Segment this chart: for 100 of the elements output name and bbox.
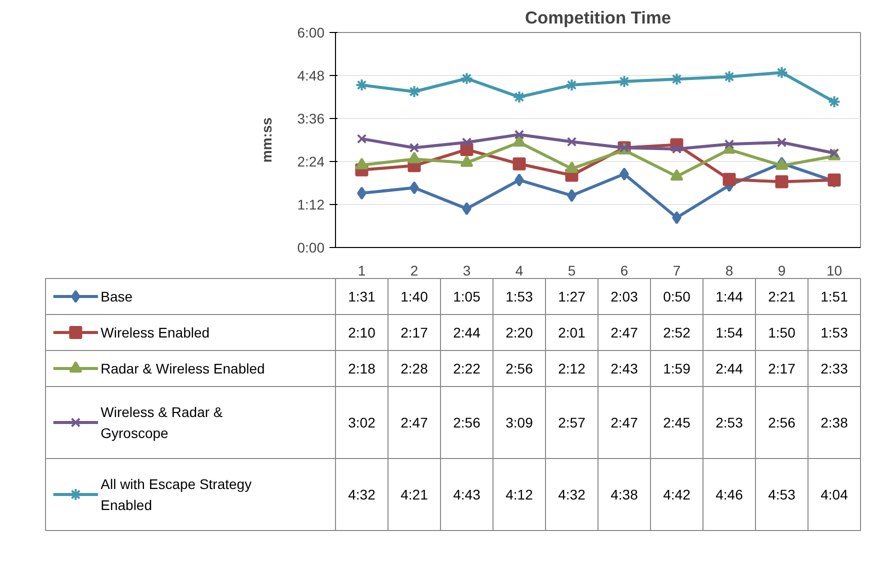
point	[355, 78, 368, 92]
point	[512, 157, 526, 170]
data-label: 2:10	[348, 324, 376, 340]
x-tick-label: 3	[462, 262, 471, 278]
data-label: 1:59	[663, 360, 691, 376]
point	[828, 95, 841, 108]
data-label: 1:54	[716, 324, 744, 340]
y-axis-title: mm:ss	[258, 117, 274, 163]
point	[565, 78, 578, 92]
y-tick-label: 6:00	[297, 24, 325, 40]
point	[722, 70, 736, 84]
x-tick-label: 4	[515, 262, 524, 278]
data-label: 2:28	[400, 360, 428, 376]
data-label: 2:17	[768, 360, 796, 376]
point	[514, 130, 524, 140]
legend-label: All with Escape Strategy Enabled	[100, 476, 252, 513]
data-label: 2:22	[453, 360, 481, 376]
data-label: 2:20	[506, 324, 534, 340]
point	[775, 66, 788, 80]
data-label: 1:44	[716, 288, 744, 304]
data-label: 1:31	[348, 288, 376, 304]
data-label: 4:12	[506, 486, 534, 502]
point	[408, 85, 421, 98]
data-label: 0:50	[663, 288, 691, 304]
point	[512, 135, 526, 147]
data-label: 2:47	[400, 414, 428, 430]
data-label: 2:56	[506, 360, 534, 376]
data-label: 3:09	[506, 414, 534, 430]
data-label: 2:43	[610, 360, 638, 376]
point	[670, 169, 684, 181]
data-label: 2:53	[716, 414, 744, 430]
point	[356, 134, 367, 144]
data-label: 4:38	[610, 486, 638, 502]
y-tick-label: 1:12	[297, 196, 325, 212]
x-tick-label: 7	[672, 262, 681, 278]
data-label: 1:53	[506, 288, 534, 304]
data-label: 2:56	[453, 414, 481, 430]
data-label: 2:52	[663, 324, 691, 340]
x-tick-label: 5	[568, 262, 576, 278]
legend-label: Radar & Wireless Enabled	[100, 360, 265, 376]
data-label: 2:01	[558, 324, 586, 340]
x-tick-label: 1	[358, 262, 366, 278]
point	[672, 144, 682, 154]
y-tick-label: 0:00	[297, 240, 325, 256]
data-label: 2:44	[453, 324, 481, 340]
point	[410, 181, 419, 194]
x-tick-label: 10	[826, 262, 842, 278]
y-tick-label: 2:24	[297, 154, 325, 170]
data-label: 4:04	[820, 486, 848, 502]
data-label: 1:05	[453, 288, 481, 304]
point	[566, 136, 577, 147]
data-label: 1:40	[400, 288, 428, 304]
point	[462, 202, 472, 216]
data-label: 1:51	[820, 288, 848, 304]
point	[567, 189, 576, 202]
chart-title: Competition Time	[524, 8, 672, 28]
data-label: 2:47	[610, 324, 638, 340]
point	[670, 72, 684, 86]
point	[776, 138, 787, 148]
legend-label: Wireless & Radar & Gyroscope	[100, 404, 224, 441]
data-label: 4:43	[453, 486, 481, 502]
point	[357, 186, 366, 200]
legend-label: Wireless Enabled	[100, 324, 210, 340]
data-label: 2:38	[820, 414, 848, 430]
data-label: 2:21	[768, 288, 796, 304]
data-label: 2:18	[348, 360, 376, 376]
data-label: 4:53	[768, 486, 796, 502]
data-label: 2:12	[558, 360, 586, 376]
point	[618, 74, 631, 88]
point	[514, 174, 524, 187]
point	[462, 138, 472, 148]
data-label: 2:57	[558, 414, 586, 430]
point	[775, 175, 788, 188]
data-label: 2:33	[820, 360, 848, 376]
data-label: 4:21	[400, 486, 428, 502]
data-label: 2:45	[663, 414, 691, 430]
x-tick-label: 8	[725, 262, 734, 278]
x-tick-label: 2	[410, 262, 418, 278]
y-tick-label: 4:48	[297, 68, 325, 84]
point	[512, 90, 526, 104]
data-label: 2:17	[400, 324, 428, 340]
point	[409, 142, 420, 153]
data-label: 4:32	[558, 486, 586, 502]
data-label: 2:03	[610, 288, 638, 304]
data-label: 2:47	[610, 414, 638, 430]
data-label: 3:02	[348, 414, 376, 430]
data-label: 4:32	[348, 486, 376, 502]
data-label: 1:50	[768, 324, 796, 340]
y-tick-label: 3:36	[297, 110, 325, 126]
data-label: 1:27	[558, 288, 586, 304]
point	[460, 72, 474, 85]
data-label: 4:42	[663, 486, 691, 502]
point	[672, 211, 682, 224]
data-label: 2:56	[768, 414, 796, 430]
x-tick-label: 9	[778, 262, 786, 278]
point	[722, 172, 736, 186]
data-label: 4:46	[716, 486, 744, 502]
x-tick-label: 6	[620, 262, 628, 278]
legend-label: Base	[100, 288, 133, 304]
point	[724, 139, 734, 150]
